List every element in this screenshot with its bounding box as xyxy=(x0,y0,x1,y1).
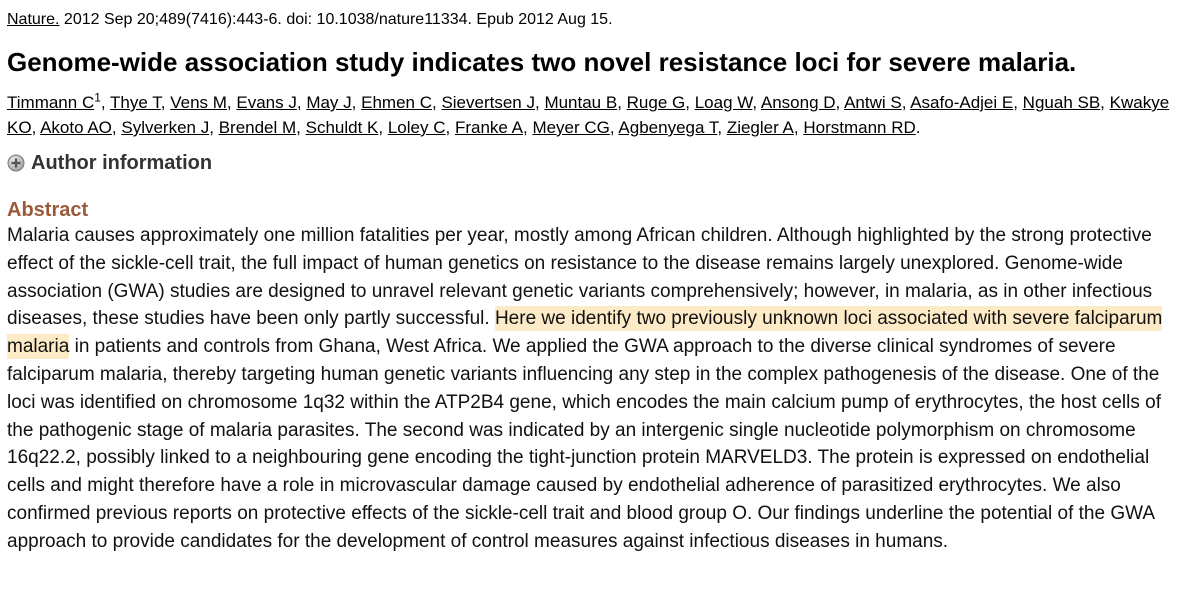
author-link[interactable]: Timmann C xyxy=(7,93,95,112)
author-list: Timmann C1, Thye T, Vens M, Evans J, May… xyxy=(7,90,1170,137)
author-link[interactable]: Ziegler A xyxy=(726,118,794,137)
author-link[interactable]: Ansong D xyxy=(760,93,836,112)
author-link[interactable]: Thye T xyxy=(110,93,161,112)
author-link[interactable]: Nguah SB xyxy=(1022,93,1101,112)
author-link[interactable]: Antwi S xyxy=(844,93,902,112)
author-link[interactable]: Vens M xyxy=(170,93,227,112)
author-link[interactable]: Muntau B xyxy=(544,93,618,112)
author-link[interactable]: Evans J xyxy=(236,93,297,112)
abstract-text: Malaria causes approximately one million… xyxy=(7,222,1191,556)
citation-details: 2012 Sep 20;489(7416):443-6. doi: 10.103… xyxy=(59,11,613,28)
abstract-heading: Abstract xyxy=(7,199,89,221)
author-link[interactable]: Kwakye KO xyxy=(7,93,1170,137)
author-link[interactable]: Horstmann RD xyxy=(803,118,916,137)
author-link[interactable]: Sievertsen J xyxy=(441,93,535,112)
author-information-toggle[interactable]: Author information xyxy=(7,150,212,176)
journal-link[interactable]: Nature. xyxy=(7,11,60,28)
author-link[interactable]: Sylverken J xyxy=(121,118,210,137)
author-information-label: Author information xyxy=(31,151,213,174)
abstract-text-intro: Malaria causes approximately one million… xyxy=(7,225,1153,330)
author-link[interactable]: Loag W xyxy=(694,93,753,112)
author-affiliation-marker: 1 xyxy=(94,90,101,105)
author-link[interactable]: May J xyxy=(306,93,352,112)
citation-line: Nature. 2012 Sep 20;489(7416):443-6. doi… xyxy=(7,10,613,30)
expand-plus-icon[interactable] xyxy=(7,154,25,172)
article-title: Genome-wide association study indicates … xyxy=(7,47,1077,77)
author-link[interactable]: Agbenyega T xyxy=(618,118,718,137)
author-link[interactable]: Schuldt K xyxy=(305,118,379,137)
author-link[interactable]: Brendel M xyxy=(218,118,297,137)
author-link[interactable]: Franke A xyxy=(454,118,523,137)
author-link[interactable]: Loley C xyxy=(387,118,446,137)
author-link[interactable]: Asafo-Adjei E xyxy=(910,93,1014,112)
author-link[interactable]: Ehmen C xyxy=(361,93,432,112)
abstract-text-rest: in patients and controls from Ghana, Wes… xyxy=(7,336,1161,552)
author-link[interactable]: Akoto AO xyxy=(40,118,112,137)
author-link[interactable]: Ruge G xyxy=(626,93,686,112)
author-link[interactable]: Meyer CG xyxy=(532,118,610,137)
